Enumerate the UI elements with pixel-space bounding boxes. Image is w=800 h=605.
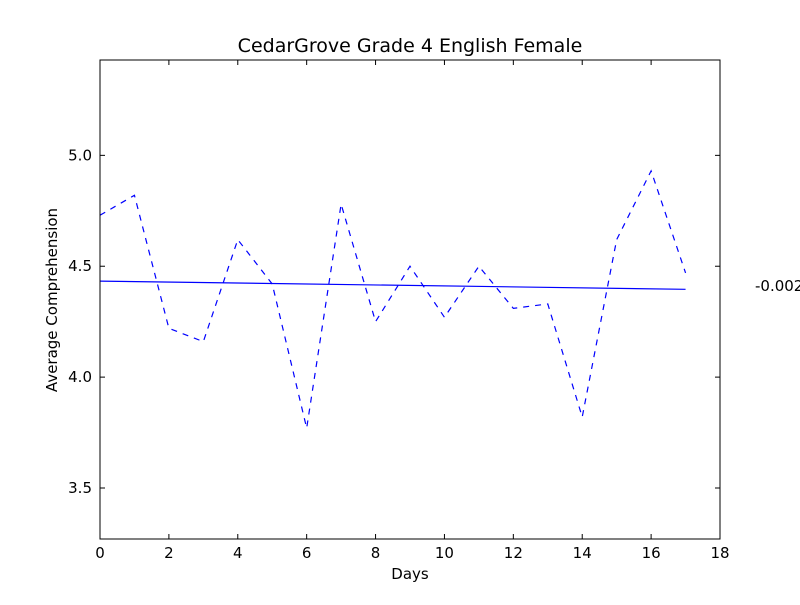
x-tick-label: 8 [371, 544, 381, 562]
y-axis-label: Average Comprehension [43, 208, 61, 392]
x-tick-label: 6 [302, 544, 312, 562]
trend-line [100, 280, 686, 290]
x-tick-label: 18 [710, 544, 729, 562]
x-axis-label: Days [391, 565, 429, 583]
x-axis: 0 2 4 6 8 10 12 14 16 18 [95, 60, 730, 562]
plot-frame [99, 59, 721, 540]
x-tick-label: 14 [573, 544, 592, 562]
x-tick-label: 16 [642, 544, 661, 562]
series-layer [100, 169, 687, 429]
y-tick-label: 4.5 [68, 257, 92, 275]
x-tick-label: 4 [233, 544, 243, 562]
y-tick-label: 4.0 [68, 368, 92, 386]
x-tick-label: 2 [164, 544, 174, 562]
x-tick-label: 0 [95, 544, 105, 562]
slope-annotation: -0.002 [755, 277, 800, 295]
y-tick-label: 3.5 [68, 479, 92, 497]
chart-title: CedarGrove Grade 4 English Female [238, 35, 583, 57]
y-tick-label: 5.0 [68, 146, 92, 164]
x-tick-label: 12 [504, 544, 523, 562]
x-tick-label: 10 [435, 544, 454, 562]
series-line-dashed [100, 169, 687, 429]
y-axis: 3.5 4.0 4.5 5.0 [68, 146, 720, 497]
